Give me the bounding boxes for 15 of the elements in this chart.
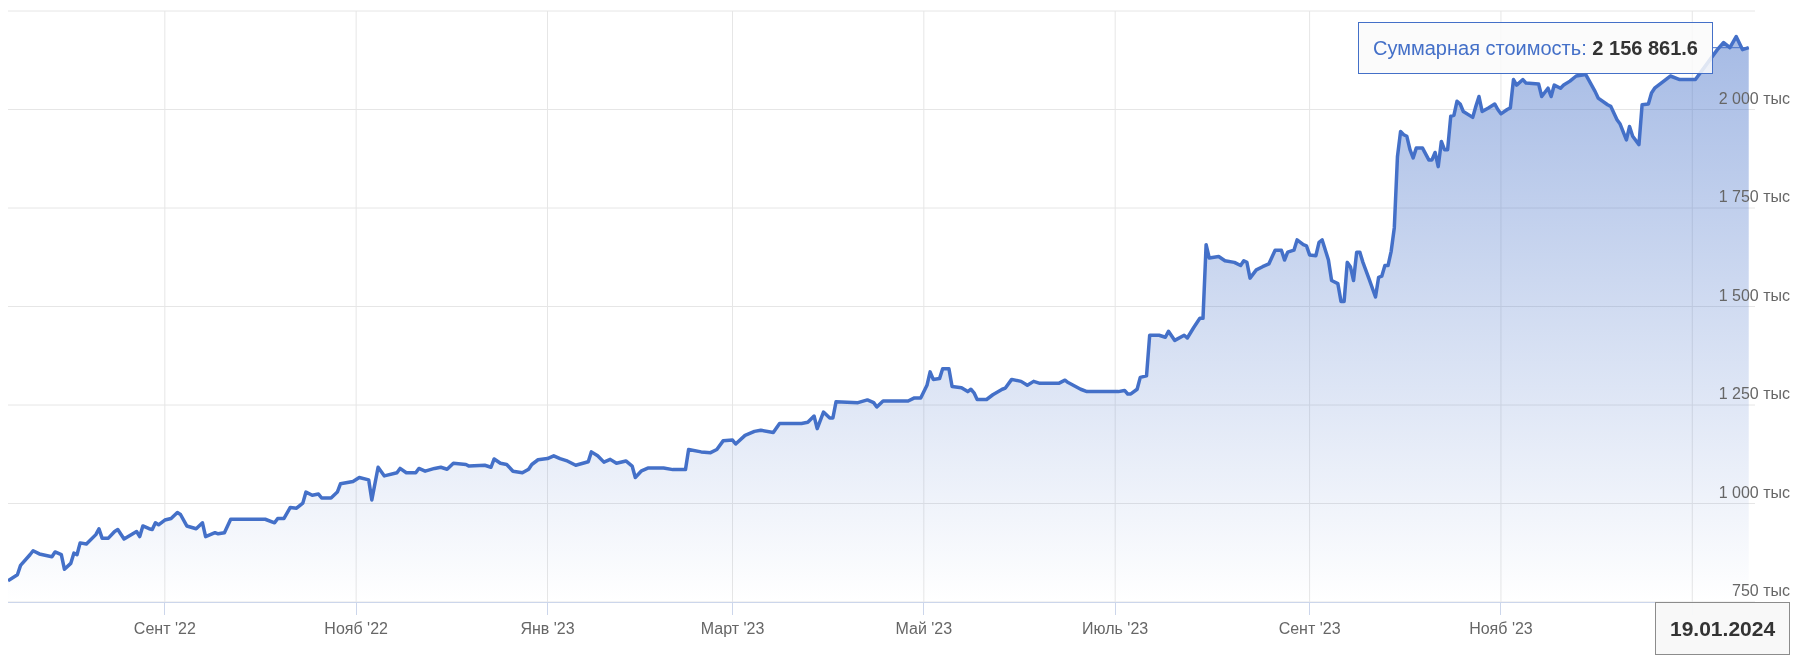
y-tick-label: 1 750 тыс (1718, 188, 1790, 206)
x-tick-label: Нояб '23 (1469, 620, 1533, 638)
x-tick-label: Нояб '22 (324, 620, 389, 638)
x-tick-label: Сент '23 (1278, 620, 1341, 638)
y-tick-label: 1 250 тыс (1718, 385, 1790, 403)
y-tick-label: 750 тыс (1732, 582, 1790, 600)
text: 19.01.2024 (1670, 617, 1776, 640)
y-tick-label: 1 000 тыс (1718, 483, 1790, 501)
y-tick-label: 1 500 тыс (1718, 286, 1790, 304)
x-tick-label: Сент '22 (133, 620, 196, 638)
x-tick-label: Июль '23 (1082, 620, 1149, 638)
x-tick-label: Май '23 (895, 620, 953, 638)
x-tick-label: Янв '23 (520, 620, 575, 638)
x-tick-label: Март '23 (700, 620, 765, 638)
annotation: Суммарная стоимость: 2 156 861.6 (1373, 37, 1698, 59)
